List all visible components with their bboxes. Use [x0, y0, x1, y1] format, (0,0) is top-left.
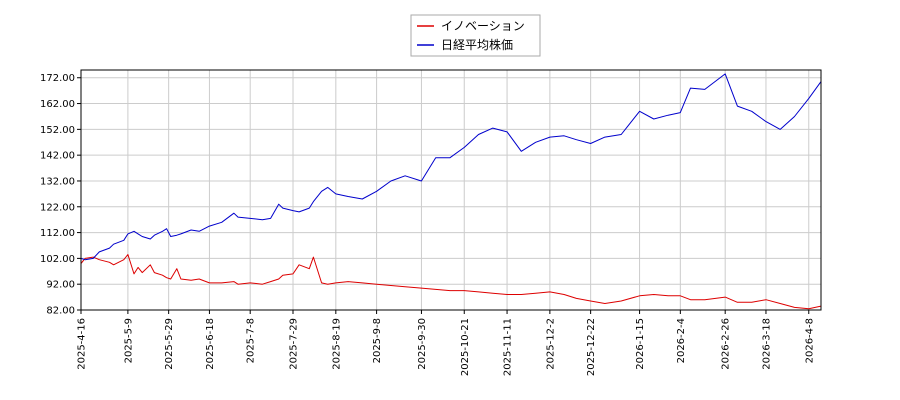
x-tick-label: 2026-2-26: [721, 318, 732, 370]
x-tick-label: 2025-5-9: [123, 318, 134, 363]
x-tick-label: 2026-3-18: [761, 318, 772, 370]
x-tick-label: 2026-1-15: [635, 318, 646, 370]
x-tick-label: 2025-7-29: [289, 318, 300, 370]
x-tick-label: 2025-9-30: [417, 318, 428, 370]
x-tick-label: 2025-9-8: [372, 318, 383, 363]
y-tick-label: 102.00: [40, 254, 75, 265]
series-line-1: [80, 73, 822, 261]
x-tick-label: 2025-7-8: [246, 318, 257, 363]
y-tick-label: 172.00: [40, 73, 75, 84]
x-tick-label: 2025-6-18: [205, 318, 216, 370]
legend-box: [410, 14, 541, 57]
x-tick-label: 2025-4-16: [77, 318, 88, 370]
x-tick-label: 2025-12-22: [586, 318, 597, 376]
y-tick-label: 122.00: [40, 202, 75, 213]
y-tick-label: 162.00: [40, 99, 75, 110]
legend: イノベーション 日経平均株価: [410, 14, 541, 57]
y-tick-label: 152.00: [40, 125, 75, 136]
x-tick-label: 2025-8-19: [331, 318, 342, 370]
series-layer: [80, 73, 822, 310]
grid-layer: [80, 70, 821, 311]
series-line-0: [80, 254, 822, 310]
y-tick-label: 142.00: [40, 151, 75, 162]
y-tick-label: 112.00: [40, 228, 75, 239]
x-tick-label: 2025-12-2: [545, 318, 556, 370]
x-tick-label: 2025-5-29: [164, 318, 175, 370]
x-tick-label: 2026-2-4: [676, 318, 687, 363]
y-tick-label: 132.00: [40, 176, 75, 187]
legend-label-innovation: イノベーション: [441, 19, 525, 33]
axis-layer: 82.00 92.00 102.00 112.00 122.00 132.00 142.00…: [40, 73, 815, 376]
x-tick-label: 2026-4-8: [804, 318, 815, 363]
plot-frame: [80, 69, 822, 311]
y-tick-label: 82.00: [46, 306, 75, 317]
x-tick-label: 2025-10-21: [460, 318, 471, 376]
legend-label-nikkei: 日経平均株価: [441, 37, 513, 52]
y-tick-label: 92.00: [46, 280, 75, 291]
x-tick-label: 2025-11-11: [503, 318, 514, 376]
